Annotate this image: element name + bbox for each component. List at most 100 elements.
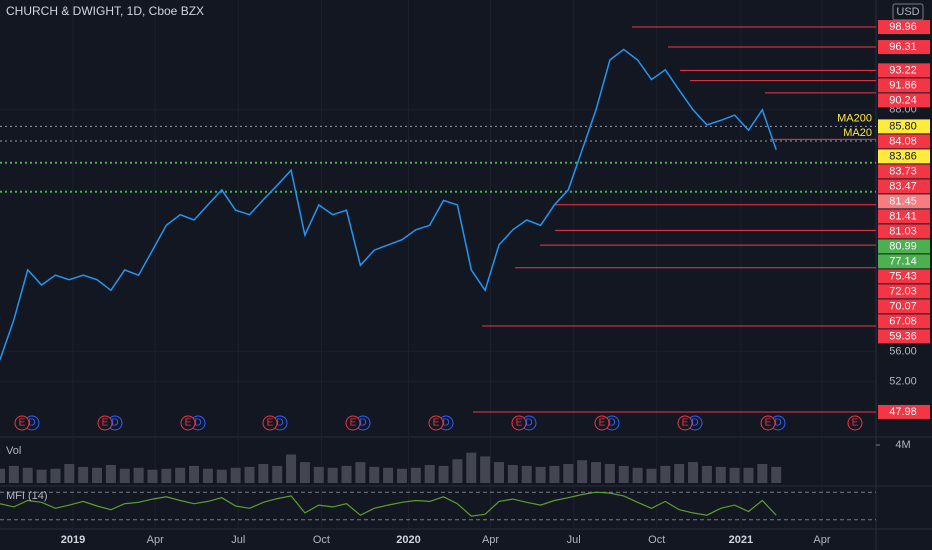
currency: USD (896, 6, 919, 18)
x-tick-label: Apr (813, 534, 830, 546)
earnings-marker (262, 415, 278, 431)
volume-bar (507, 464, 518, 483)
price-label-box (878, 119, 930, 134)
volume-bar (701, 465, 712, 483)
dividend-label: D (442, 418, 449, 429)
mfi-line (0, 491, 777, 517)
volume-bar (202, 468, 213, 483)
price-label-box (878, 314, 930, 329)
volume-bar (535, 466, 546, 483)
price-label: 98.96 (889, 21, 917, 33)
price-label-box (878, 179, 930, 194)
earnings-marker (760, 415, 776, 431)
earnings-label: E (267, 418, 274, 429)
price-label-box (878, 93, 930, 108)
dividend-label: D (691, 418, 698, 429)
price-label: 83.47 (889, 180, 917, 192)
price-label: 70.07 (889, 300, 917, 312)
volume-bar (396, 468, 407, 483)
price-label: 90.24 (889, 94, 917, 106)
price-label-box (878, 149, 930, 164)
y-tick-label: 56.00 (889, 345, 917, 357)
earnings-marker (14, 415, 30, 431)
price-label: 80.99 (889, 240, 917, 252)
earnings-marker (847, 415, 863, 431)
price-label: 81.03 (889, 225, 917, 237)
volume-bar (424, 464, 435, 483)
volume-bar (341, 465, 352, 483)
price-label: 83.73 (889, 165, 917, 177)
volume-bar (466, 452, 477, 483)
volume-bar (757, 464, 768, 483)
price-line (0, 48, 777, 360)
volume-bar (161, 468, 172, 483)
volume-bar (216, 469, 227, 483)
earnings-label: E (350, 418, 357, 429)
volume-bar (327, 467, 338, 483)
y-tick-label: 52.00 (889, 376, 917, 388)
volume-bar (8, 465, 19, 483)
price-label: 81.45 (889, 195, 917, 207)
price-label: 81.41 (889, 210, 917, 222)
chart-title: CHURCH & DWIGHT, 1D, Cboe BZX (6, 4, 204, 18)
volume-bar (646, 468, 657, 483)
dividend-label: D (525, 418, 532, 429)
earnings-label: E (599, 418, 606, 429)
volume-bar (313, 466, 324, 483)
price-label: 85.80 (889, 120, 917, 132)
price-label: 59.36 (889, 330, 917, 342)
volume-bar (729, 467, 740, 483)
price-label: 84.08 (889, 135, 917, 147)
price-label: 72.03 (889, 285, 917, 297)
labels: 2019 Apr Jul Oct 2020 Apr Jul Oct 2021 Apr88.0056… (14, 20, 930, 546)
earnings-label: E (19, 418, 26, 429)
x-tick-label: Oct (648, 534, 665, 546)
price-label-box (878, 224, 930, 239)
volume-bar (688, 462, 699, 483)
levels (0, 26, 876, 413)
x-tick-label: 2021 (729, 534, 753, 546)
earnings-label: E (185, 418, 192, 429)
volume-bar (355, 462, 366, 483)
price-label-box (878, 299, 930, 314)
price-label: 96.31 (889, 41, 917, 53)
x-tick-label: Jul (231, 534, 245, 546)
currency-box (892, 3, 924, 21)
dividend-label: D (28, 418, 35, 429)
volume-bar (771, 466, 782, 483)
price-label-box (878, 239, 930, 254)
volume-bar (22, 467, 33, 483)
grid (0, 444, 880, 521)
volume-bar (64, 464, 75, 483)
volume-bar (674, 464, 685, 483)
price-label-box (878, 194, 930, 209)
volume-bar (230, 467, 241, 483)
annotation: MA20 (843, 127, 872, 139)
price-label-box (878, 134, 930, 149)
price-label: 91.86 (889, 79, 917, 91)
mfi-label: MFI (14) (6, 490, 48, 502)
price-label: 77.14 (889, 255, 917, 267)
earnings-marker (594, 415, 610, 431)
volume-bar (299, 462, 310, 483)
volume-bar (743, 467, 754, 483)
earnings-label: E (765, 418, 772, 429)
volume-bar (493, 462, 504, 483)
earnings-marker (677, 415, 693, 431)
dividend-label: D (276, 418, 283, 429)
price-label-box (878, 269, 930, 284)
x-tick-label: 2019 (61, 534, 85, 546)
price-label-box (878, 329, 930, 344)
dividend-label: D (608, 418, 615, 429)
volume-bar (480, 456, 491, 483)
volume-bar (133, 467, 144, 483)
volume-bar (147, 469, 158, 483)
price-label: 47.98 (889, 406, 917, 418)
volume-bar (563, 464, 574, 483)
x-tick-label: Apr (147, 534, 164, 546)
price-label-box (878, 78, 930, 93)
volume-label: Vol (6, 445, 21, 457)
marks (0, 48, 782, 517)
